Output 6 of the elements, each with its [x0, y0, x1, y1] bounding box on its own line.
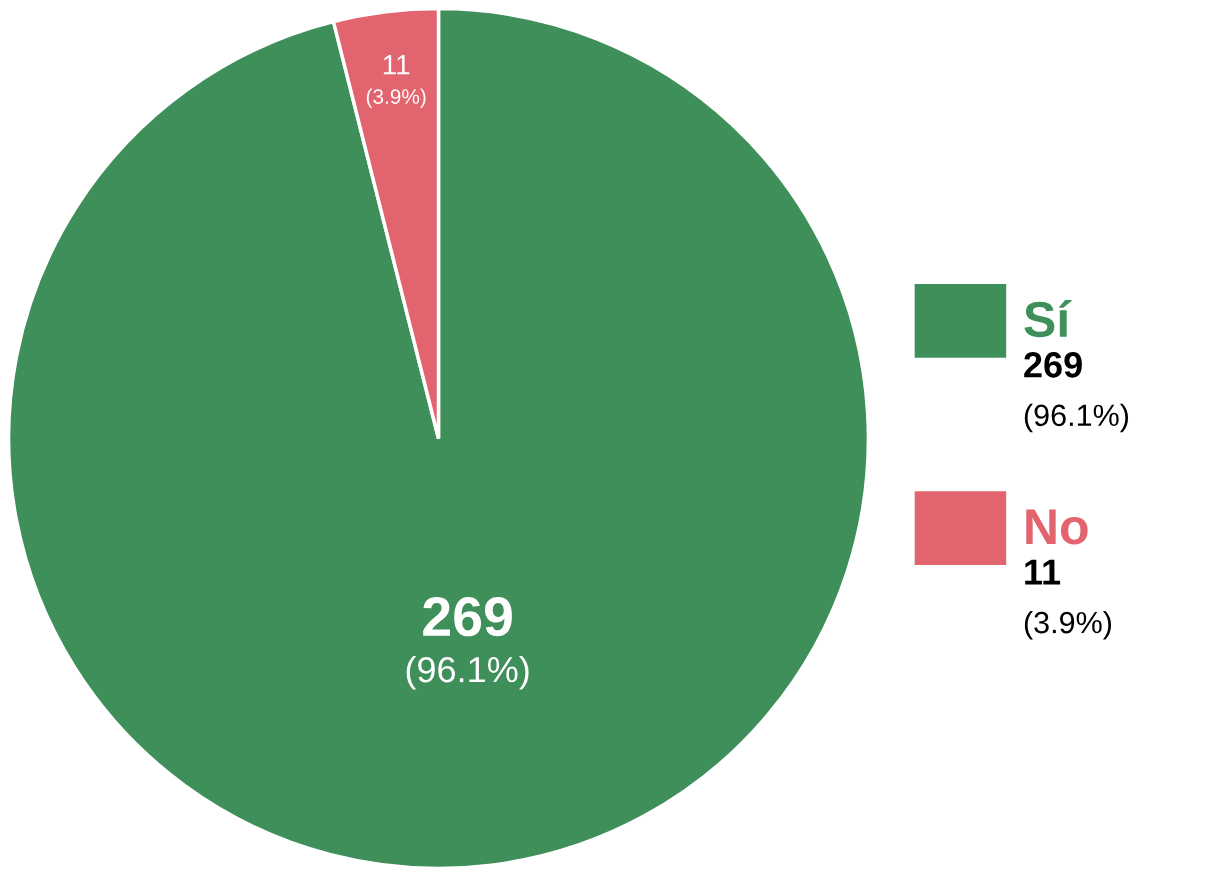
legend-label: Sí	[1024, 300, 1072, 338]
data-label: 269 (96.1%)	[406, 597, 529, 690]
legend-label: No	[1026, 509, 1088, 545]
text: 269 (96.1%)	[1024, 352, 1129, 433]
data-label: 11 (3.9%)	[366, 55, 426, 109]
text: 11 (3.9%)	[1024, 559, 1112, 640]
